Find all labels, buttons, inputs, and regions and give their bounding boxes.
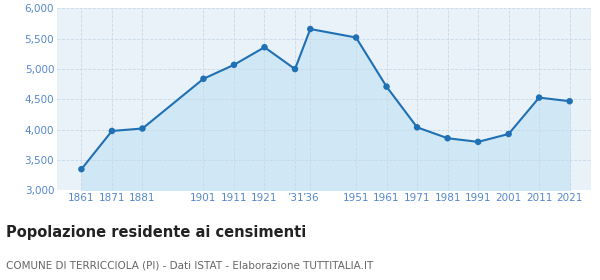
Point [412,125,422,130]
Point [290,67,300,71]
Point [260,45,269,50]
Point [199,76,208,81]
Text: Popolazione residente ai censimenti: Popolazione residente ai censimenti [6,225,306,241]
Text: COMUNE DI TERRICCIOLA (PI) - Dati ISTAT - Elaborazione TUTTITALIA.IT: COMUNE DI TERRICCIOLA (PI) - Dati ISTAT … [6,260,373,270]
Point [107,129,117,133]
Point [382,85,391,89]
Point [229,63,239,67]
Point [77,167,86,171]
Point [137,126,147,131]
Point [443,136,452,141]
Point [473,140,483,144]
Point [504,132,514,136]
Point [565,99,574,104]
Point [535,95,544,100]
Point [305,27,315,31]
Point [351,35,361,40]
